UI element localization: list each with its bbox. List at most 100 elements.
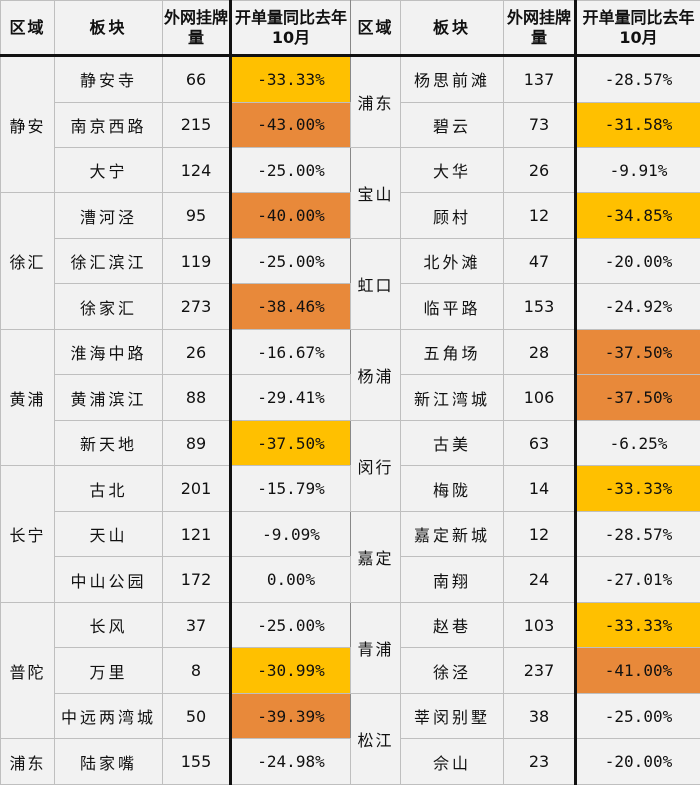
block-cell: 中山公园 <box>54 556 163 603</box>
region-cell: 宝山 <box>350 146 401 239</box>
header-yoy: 开单量同比去年10月 <box>575 0 700 57</box>
table-row: 黄浦滨江 88 -29.41% 新江湾城 106 -37.50% <box>1 374 700 421</box>
block-cell: 碧云 <box>400 101 504 148</box>
yoy-cell: 0.00% <box>230 556 351 603</box>
region-cell: 闵行 <box>350 419 401 512</box>
yoy-cell: -6.25% <box>575 419 700 467</box>
yoy-cell: -30.99% <box>230 647 351 694</box>
region-cell: 长宁 <box>0 465 55 603</box>
listings-cell: 89 <box>162 419 232 467</box>
listings-cell: 103 <box>503 601 577 649</box>
yoy-cell: -29.41% <box>230 374 351 421</box>
listings-cell: 26 <box>503 146 577 194</box>
yoy-cell: -20.00% <box>575 237 700 285</box>
block-cell: 新江湾城 <box>400 374 504 421</box>
listings-cell: 37 <box>162 601 232 649</box>
region-cell: 黄浦 <box>0 328 55 467</box>
block-cell: 赵巷 <box>400 601 504 649</box>
yoy-cell: -28.57% <box>575 510 700 558</box>
yoy-cell: -41.00% <box>575 647 700 694</box>
listings-cell: 12 <box>503 192 577 239</box>
yoy-cell: -33.33% <box>575 601 700 649</box>
block-cell: 古美 <box>400 419 504 467</box>
header-block: 板块 <box>400 0 504 57</box>
block-cell: 北外滩 <box>400 237 504 285</box>
block-cell: 徐泾 <box>400 647 504 694</box>
block-cell: 徐汇滨江 <box>54 237 163 285</box>
block-cell: 大宁 <box>54 146 163 194</box>
block-cell: 五角场 <box>400 328 504 376</box>
listings-cell: 50 <box>162 692 232 740</box>
yoy-cell: -40.00% <box>230 192 351 239</box>
listings-cell: 201 <box>162 465 232 512</box>
listings-cell: 23 <box>503 738 577 785</box>
listings-cell: 26 <box>162 328 232 376</box>
yoy-cell: -38.46% <box>230 283 351 330</box>
yoy-cell: -43.00% <box>230 101 351 148</box>
yoy-cell: -24.98% <box>230 738 351 785</box>
yoy-cell: -24.92% <box>575 283 700 330</box>
header-listings: 外网挂牌量 <box>503 0 577 57</box>
yoy-cell: -16.67% <box>230 328 351 376</box>
block-cell: 黄浦滨江 <box>54 374 163 421</box>
block-cell: 新天地 <box>54 419 163 467</box>
yoy-cell: -34.85% <box>575 192 700 239</box>
table-row: 静安 静安寺 66 -33.33% 浦东 杨思前滩 137 -28.57% <box>0 54 700 194</box>
yoy-cell: -25.00% <box>230 601 351 649</box>
yoy-cell: -31.58% <box>575 101 700 148</box>
block-cell: 嘉定新城 <box>400 510 504 558</box>
block-cell: 陆家嘴 <box>54 738 163 785</box>
listings-cell: 124 <box>162 146 232 194</box>
yoy-cell: -25.00% <box>575 692 700 740</box>
listings-cell: 24 <box>503 556 577 603</box>
yoy-cell: -15.79% <box>230 465 351 512</box>
table-row: 浦东 陆家嘴 155 -24.98% 佘山 23 -20.00% <box>0 738 700 785</box>
table-row: 长宁 古北 201 -15.79% 梅陇 14 -33.33% <box>0 465 700 603</box>
block-cell: 古北 <box>54 465 163 512</box>
region-cell: 浦东 <box>350 55 401 148</box>
listings-cell: 12 <box>503 510 577 558</box>
listings-cell: 88 <box>162 374 232 421</box>
yoy-cell: -28.57% <box>575 55 700 103</box>
block-cell: 莘闵别墅 <box>400 692 504 740</box>
listings-cell: 172 <box>162 556 232 603</box>
listings-cell: 273 <box>162 283 232 330</box>
yoy-cell: -20.00% <box>575 738 700 785</box>
header-region: 区域 <box>0 0 55 57</box>
block-cell: 佘山 <box>400 738 504 785</box>
header-block: 板块 <box>54 0 163 57</box>
yoy-cell: -25.00% <box>230 146 351 194</box>
yoy-cell: -33.33% <box>230 55 351 103</box>
block-cell: 淮海中路 <box>54 328 163 376</box>
listings-cell: 121 <box>162 510 232 558</box>
listings-cell: 73 <box>503 101 577 148</box>
listings-cell: 119 <box>162 237 232 285</box>
region-cell: 普陀 <box>0 601 55 740</box>
region-cell: 静安 <box>0 54 55 194</box>
header-region: 区域 <box>350 0 401 57</box>
listings-cell: 137 <box>503 55 577 103</box>
yoy-cell: -25.00% <box>230 237 351 285</box>
yoy-cell: -37.50% <box>575 374 700 421</box>
listings-cell: 215 <box>162 101 232 148</box>
block-cell: 中远两湾城 <box>54 692 163 740</box>
listings-cell: 95 <box>162 192 232 239</box>
yoy-cell: -9.09% <box>230 510 351 558</box>
listings-cell: 155 <box>162 738 232 785</box>
block-cell: 大华 <box>400 146 504 194</box>
header-row: 区域 板块 外网挂牌量 开单量同比去年10月 区域 板块 外网挂牌量 开单量同比… <box>0 0 700 57</box>
block-cell: 漕河泾 <box>54 192 163 239</box>
block-cell: 徐家汇 <box>54 283 163 330</box>
header-yoy: 开单量同比去年10月 <box>230 0 351 57</box>
region-cell: 青浦 <box>350 601 401 694</box>
yoy-cell: -37.50% <box>230 419 351 467</box>
region-cell: 虹口 <box>350 237 401 330</box>
block-cell: 天山 <box>54 510 163 558</box>
yoy-cell: -39.39% <box>230 692 351 740</box>
table-row: 徐汇 漕河泾 95 -40.00% 顾村 12 -34.85% <box>0 192 700 330</box>
table-row: 大宁 124 -25.00% 宝山 大华 26 -9.91% <box>1 146 700 239</box>
table-row: 南京西路 215 -43.00% 碧云 73 -31.58% <box>1 101 700 148</box>
listings-cell: 237 <box>503 647 577 694</box>
table-row: 徐家汇 273 -38.46% 临平路 153 -24.92% <box>1 283 700 330</box>
